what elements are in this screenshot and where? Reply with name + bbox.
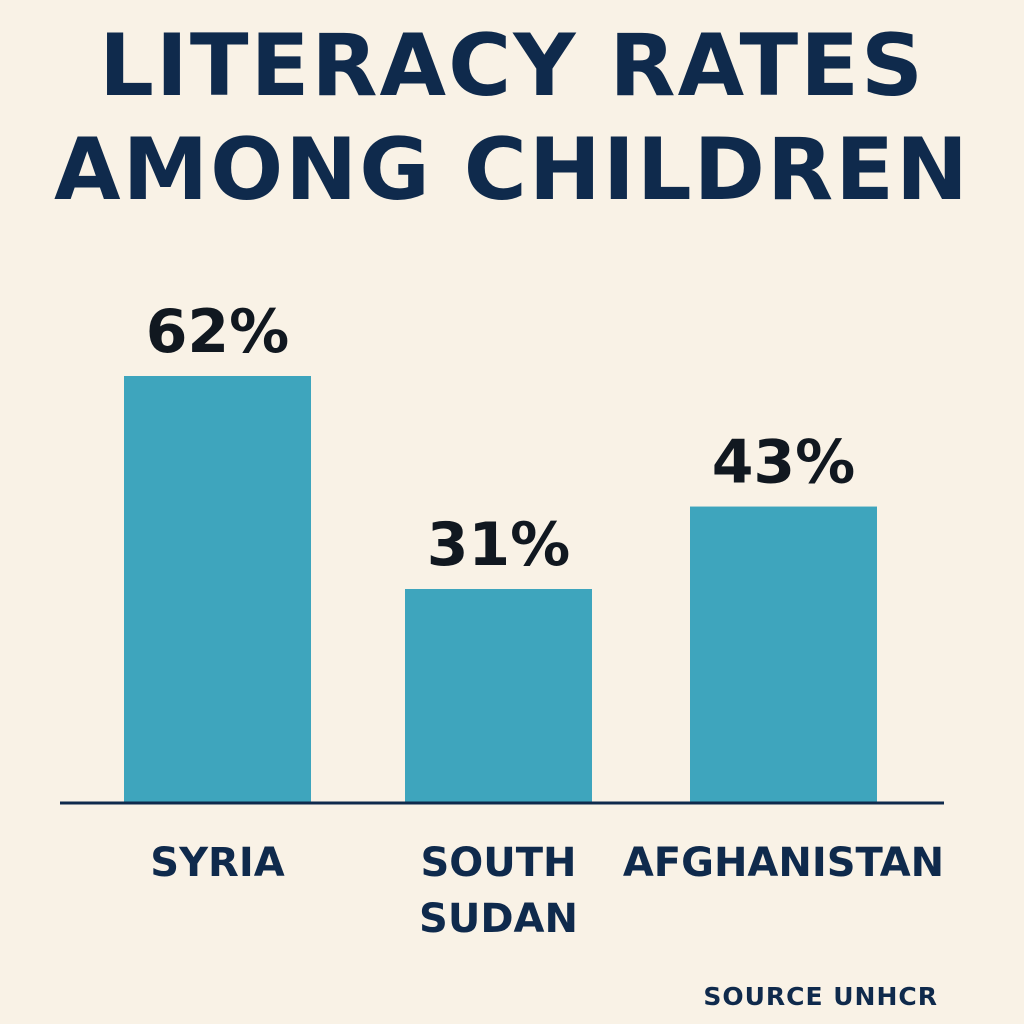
bars-group: [124, 376, 877, 802]
chart-title-line-1: LITERACY RATES: [99, 16, 925, 116]
bar-1: [405, 589, 592, 802]
category-label-line: SUDAN: [419, 896, 578, 942]
category-label: AFGHANISTAN: [623, 840, 944, 886]
category-label: SYRIA: [150, 840, 284, 886]
bar-0: [124, 376, 311, 802]
labels-group: 62% SYRIA 31% SOUTH SUDAN 43% AFGHANISTAN: [146, 297, 944, 942]
category-label-line: SYRIA: [150, 840, 284, 886]
chart-title-line-2: AMONG CHILDREN: [54, 120, 970, 220]
bar-value-label: 43%: [712, 428, 856, 498]
bar-value-label: 31%: [427, 510, 571, 580]
source-note: SOURCE UNHCR: [703, 982, 938, 1011]
category-label: SOUTH SUDAN: [419, 840, 578, 942]
category-label-line: SOUTH: [420, 840, 576, 886]
bar-2: [690, 506, 877, 802]
chart-title: LITERACY RATES AMONG CHILDREN: [0, 14, 1024, 222]
bar-value-label: 62%: [146, 297, 290, 367]
category-label-line: AFGHANISTAN: [623, 840, 944, 886]
